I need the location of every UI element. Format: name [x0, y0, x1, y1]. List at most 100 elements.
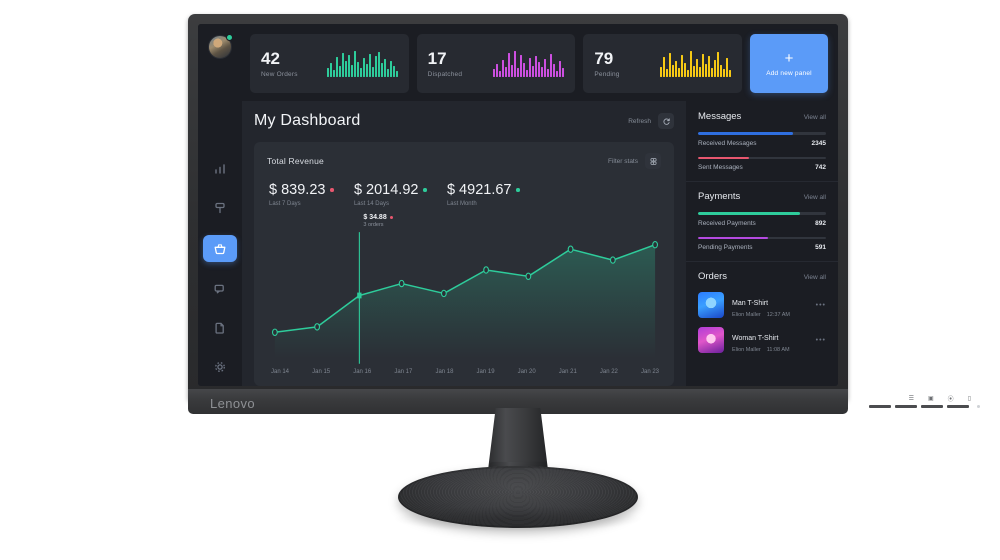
order-name: Woman T-Shirt	[732, 335, 779, 342]
stat-card[interactable]: 42 New Orders	[250, 34, 409, 93]
x-axis-tick: Jan 14	[271, 369, 290, 375]
sidebar-item-locations[interactable]	[205, 196, 235, 220]
refresh-button[interactable]	[658, 113, 674, 129]
chart-canvas	[267, 232, 661, 364]
add-new-panel-button[interactable]: + Add new panel	[750, 34, 829, 93]
order-menu-icon[interactable]: •••	[815, 301, 826, 309]
page-title: My Dashboard	[254, 112, 361, 129]
stat-card[interactable]: 17 Dispatched	[416, 34, 576, 93]
refresh-icon	[663, 117, 670, 125]
orders-view-all-link[interactable]: View all	[803, 274, 826, 281]
osd-input-icon: ▣	[928, 396, 935, 402]
metric-row: Received Payments 892	[698, 220, 826, 227]
monitor-base-rim	[398, 466, 638, 528]
layout-grid-icon	[650, 157, 656, 165]
revenue-period: Last Month	[446, 201, 477, 207]
divider	[686, 261, 838, 262]
sidebar-item-messages[interactable]	[205, 277, 235, 301]
messages-title: Messages	[698, 111, 742, 122]
meter-pending-payments	[698, 236, 826, 239]
filter-stats-button[interactable]	[645, 153, 661, 169]
osd-buttons[interactable]	[869, 405, 980, 408]
revenue-figure: $ 839.23 Last 7 Days	[269, 182, 334, 207]
revenue-amount-wrap: $ 4921.67	[447, 182, 520, 198]
order-customer: Elion Maller	[732, 347, 761, 353]
right-rail: Messages View all Received Messages 2345	[686, 101, 838, 386]
avatar[interactable]	[208, 34, 233, 59]
chart-area-fill	[274, 244, 656, 359]
list-item[interactable]: Man T-Shirt Elion Maller 12:37 AM •••	[698, 292, 826, 318]
filter-stats-label: Filter stats	[608, 157, 638, 165]
order-time: 12:37 AM	[766, 312, 790, 318]
revenue-card-actions: Filter stats	[608, 153, 661, 169]
document-icon	[215, 322, 224, 334]
chart-point	[568, 246, 573, 252]
meter-sent-messages	[698, 156, 826, 159]
messages-view-all-link[interactable]: View all	[803, 114, 826, 121]
x-axis-tick: Jan 22	[599, 369, 618, 375]
x-axis-tick: Jan 23	[640, 369, 659, 375]
metric-value: 591	[815, 244, 826, 251]
osd-button[interactable]	[947, 405, 969, 408]
dashboard-header: My Dashboard Refresh	[254, 111, 674, 142]
x-axis-tick: Jan 17	[394, 369, 413, 375]
osd-button[interactable]	[895, 405, 917, 408]
revenue-card-title: Total Revenue	[267, 156, 324, 166]
order-details: Woman T-Shirt Elion Maller 11:08 AM	[732, 327, 808, 353]
online-status-dot	[226, 34, 233, 41]
chart-point	[653, 242, 658, 248]
sidebar-item-orders[interactable]	[203, 235, 237, 262]
metric-row: Pending Payments 591	[698, 244, 826, 251]
x-axis-tick: Jan 15	[312, 369, 331, 375]
stat-text: 17 Dispatched	[428, 50, 463, 78]
revenue-line-chart[interactable]: $ 34.88 3 orders	[267, 211, 661, 369]
tshirt-blue-thumb	[698, 292, 724, 318]
x-axis-tick: Jan 19	[476, 369, 495, 375]
power-led	[977, 405, 980, 408]
stat-text: 79 Pending	[594, 50, 619, 78]
metric-value: 2345	[811, 139, 826, 147]
revenue-period: Last 7 Days	[269, 201, 301, 207]
metric-value: 742	[815, 164, 826, 171]
messages-panel: Messages View all Received Messages 2345	[686, 111, 838, 171]
osd-button[interactable]	[869, 405, 891, 408]
chart-point	[315, 324, 320, 330]
x-axis-tick: Jan 18	[435, 369, 454, 375]
pin-icon	[215, 202, 225, 214]
x-axis-tick: Jan 21	[558, 369, 577, 375]
metric-name: Received Messages	[698, 139, 757, 147]
list-item[interactable]: Woman T-Shirt Elion Maller 11:08 AM •••	[698, 327, 826, 353]
stat-text: 42 New Orders	[261, 50, 298, 78]
metric-row: Sent Messages 742	[698, 164, 826, 171]
chart-point	[399, 280, 404, 286]
stat-card[interactable]: 79 Pending	[583, 34, 743, 93]
header-actions: Refresh	[628, 113, 674, 129]
lower-area: My Dashboard Refresh	[242, 101, 838, 386]
sidebar-item-documents[interactable]	[205, 316, 235, 340]
chart-point-active	[357, 292, 362, 299]
total-revenue-card: Total Revenue Filter stats	[254, 142, 674, 386]
osd-menu-icon: ☰	[908, 396, 915, 402]
tshirt-purple-thumb	[698, 327, 724, 353]
osd-brightness-icon: ⦿	[947, 397, 955, 403]
top-stats-row: 42 New Orders 17 Dispatched	[242, 24, 838, 101]
sidebar-item-analytics[interactable]	[205, 157, 235, 181]
order-menu-icon[interactable]: •••	[815, 336, 826, 344]
stat-label: Pending	[594, 70, 620, 78]
sidebar	[198, 24, 242, 386]
orders-header: Orders View all	[698, 271, 826, 282]
avatar-image	[208, 35, 232, 59]
payments-view-all-link[interactable]: View all	[803, 194, 826, 201]
chart-point	[526, 273, 531, 279]
revenue-amount-wrap: $ 2014.92	[354, 182, 427, 198]
dashboard-app: 42 New Orders 17 Dispatched	[198, 24, 838, 386]
revenue-figure: $ 2014.92 Last 14 Days	[354, 182, 427, 207]
order-name: Man T-Shirt	[732, 300, 769, 307]
orders-panel: Orders View all Man T-Shirt Elion Maller…	[686, 271, 838, 353]
osd-button[interactable]	[921, 405, 943, 408]
revenue-figure: $ 4921.67 Last Month	[447, 182, 520, 207]
sidebar-nav	[203, 157, 237, 379]
sidebar-item-settings[interactable]	[205, 355, 235, 379]
stat-value: 17	[427, 49, 447, 69]
